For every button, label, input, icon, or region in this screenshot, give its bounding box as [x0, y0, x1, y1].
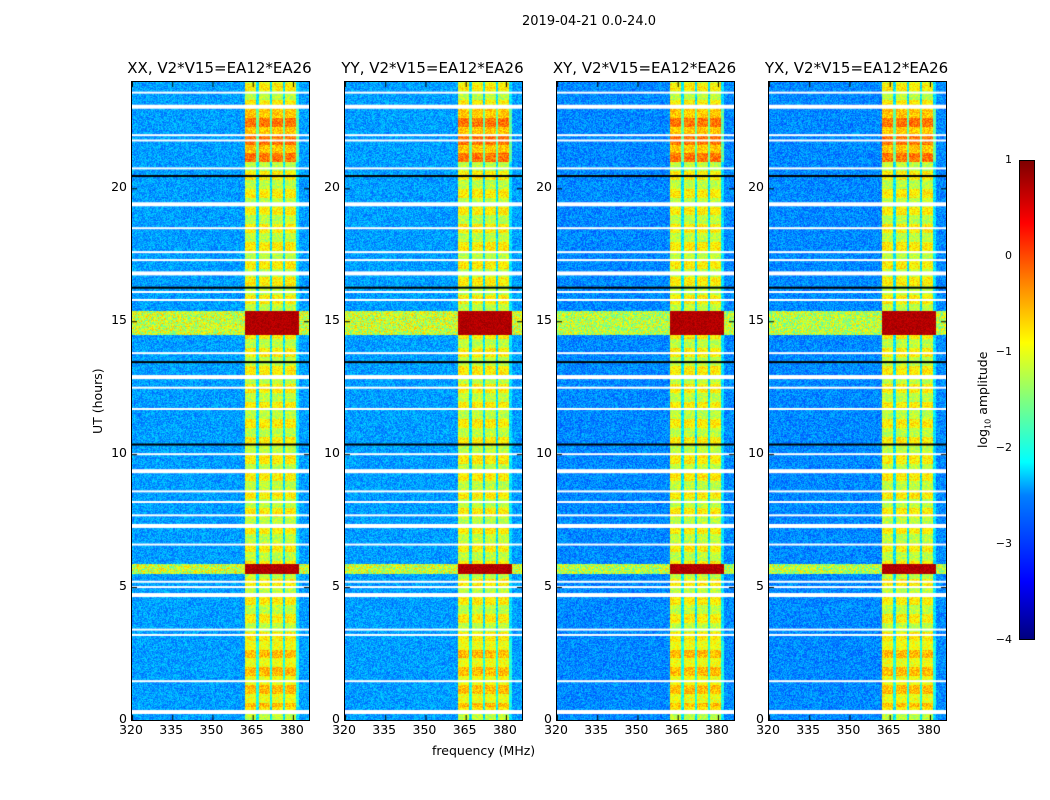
colorbar-tick-label: −3	[995, 537, 1012, 550]
waterfall-panel-xx	[131, 81, 310, 721]
x-tick-label: 380	[279, 722, 304, 737]
x-tick-label: 335	[584, 722, 609, 737]
x-tick-label: 365	[452, 722, 477, 737]
waterfall-panel-yx	[768, 81, 947, 721]
colorbar-label-sub: 10	[983, 418, 993, 429]
x-tick-label: 320	[544, 722, 568, 737]
x-tick-label: 350	[624, 722, 649, 737]
colorbar-label-suffix: amplitude	[975, 351, 990, 419]
panel-title: XX, V2*V15=EA12*EA26	[127, 59, 312, 77]
y-tick-label: 10	[111, 445, 127, 461]
y-tick-label: 10	[536, 445, 552, 461]
colorbar-label-prefix: log	[975, 428, 990, 448]
colorbar-tick-label: −2	[995, 441, 1012, 454]
y-tick-label: 5	[544, 578, 552, 594]
y-tick-label: 20	[748, 179, 764, 195]
y-tick-label: 0	[544, 711, 552, 726]
x-tick-label: 335	[796, 722, 821, 737]
x-tick-label: 350	[199, 722, 224, 737]
panel-title: YX, V2*V15=EA12*EA26	[764, 59, 949, 77]
x-tick-label: 350	[836, 722, 861, 737]
waterfall-panel-xy	[556, 81, 735, 721]
x-axis-label: frequency (MHz)	[432, 743, 536, 758]
x-tick-label: 365	[664, 722, 689, 737]
panel-title: XY, V2*V15=EA12*EA26	[552, 59, 737, 77]
x-tick-label: 365	[239, 722, 264, 737]
panel-title: YY, V2*V15=EA12*EA26	[341, 59, 524, 77]
colorbar-label: log10 amplitude	[975, 352, 993, 448]
figure-title: 2019-04-21 0.0-24.0	[522, 14, 656, 29]
x-tick-label: 380	[916, 722, 941, 737]
y-tick-label: 5	[119, 578, 127, 594]
x-tick-label: 335	[159, 722, 184, 737]
y-tick-label: 0	[332, 711, 340, 726]
y-axis-label: UT (hours)	[90, 368, 105, 434]
y-tick-label: 15	[748, 312, 764, 328]
x-tick-label: 365	[876, 722, 901, 737]
colorbar-tick-label: 1	[1005, 153, 1012, 166]
y-tick-label: 0	[119, 711, 127, 726]
waterfall-panel-yy	[344, 81, 523, 721]
x-tick-label: 335	[372, 722, 397, 737]
y-tick-label: 0	[756, 711, 764, 726]
x-tick-label: 320	[756, 722, 780, 737]
y-tick-label: 20	[536, 179, 552, 195]
x-tick-label: 380	[704, 722, 729, 737]
y-tick-label: 5	[756, 578, 764, 594]
x-tick-label: 350	[412, 722, 437, 737]
y-tick-label: 10	[748, 445, 764, 461]
y-tick-label: 15	[536, 312, 552, 328]
y-tick-label: 20	[324, 179, 340, 195]
y-tick-label: 15	[111, 312, 127, 328]
colorbar	[1019, 160, 1035, 640]
x-tick-label: 320	[332, 722, 356, 737]
y-tick-label: 10	[324, 445, 340, 461]
x-tick-label: 320	[119, 722, 143, 737]
y-tick-label: 20	[111, 179, 127, 195]
colorbar-tick-label: −1	[995, 345, 1012, 358]
x-tick-label: 380	[492, 722, 517, 737]
colorbar-tick-label: −4	[995, 633, 1012, 646]
y-tick-label: 5	[332, 578, 340, 594]
colorbar-tick-label: 0	[1005, 249, 1012, 262]
y-tick-label: 15	[324, 312, 340, 328]
